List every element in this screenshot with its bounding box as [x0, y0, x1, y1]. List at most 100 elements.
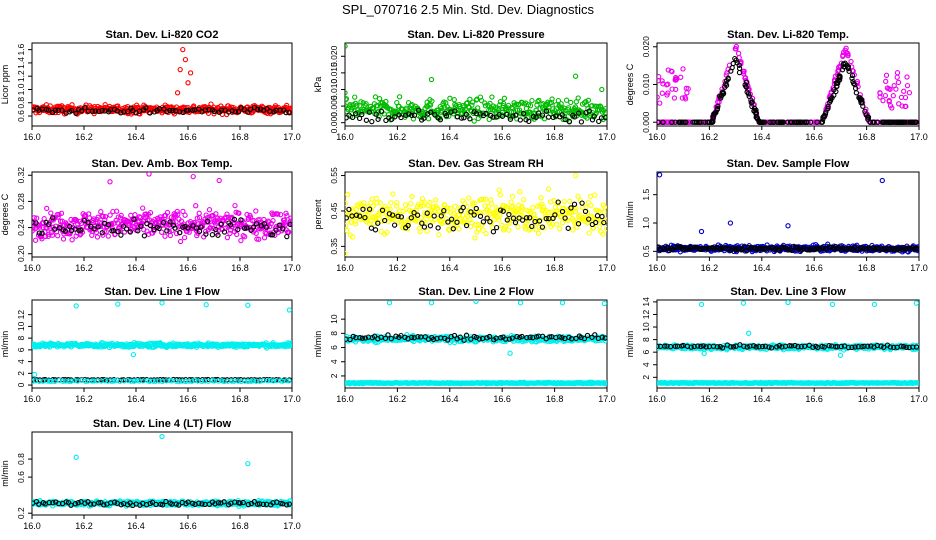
data-point — [164, 209, 171, 216]
data-point — [907, 119, 913, 125]
data-point — [530, 113, 537, 120]
y-tick-label: 12 — [16, 310, 26, 320]
plot-frame — [31, 42, 293, 127]
data-point — [369, 196, 375, 202]
data-point — [555, 199, 561, 205]
data-point — [586, 230, 592, 236]
data-point — [484, 215, 490, 221]
data-point — [263, 224, 269, 230]
data-point — [419, 220, 425, 226]
data-point — [156, 378, 162, 384]
data-point — [115, 301, 121, 307]
data-point — [164, 228, 170, 234]
data-point — [879, 177, 885, 184]
data-point — [416, 225, 423, 231]
data-point — [257, 106, 264, 112]
data-point — [59, 107, 65, 113]
data-point — [483, 230, 489, 237]
data-point — [529, 97, 535, 104]
data-point — [570, 227, 576, 233]
data-point — [704, 246, 710, 252]
data-point — [409, 334, 415, 341]
data-point — [390, 191, 396, 197]
data-point — [275, 211, 281, 217]
y-tick-label: 0.45 — [329, 202, 339, 219]
data-point — [473, 205, 479, 212]
data-point — [903, 103, 909, 110]
data-point — [660, 81, 666, 87]
data-point — [835, 77, 841, 83]
data-point — [238, 237, 244, 244]
data-point — [172, 225, 178, 231]
data-point — [517, 189, 523, 195]
data-point — [902, 94, 909, 101]
data-point — [690, 119, 696, 125]
data-point — [457, 334, 463, 340]
data-point — [366, 221, 373, 227]
data-point — [510, 203, 516, 209]
data-point — [137, 214, 144, 221]
data-point — [281, 217, 288, 223]
data-point — [111, 378, 117, 384]
data-point — [248, 378, 254, 384]
page-title: SPL_070716 2.5 Min. Std. Dev. Diagnostic… — [342, 2, 594, 17]
data-point — [827, 96, 834, 102]
x-tick-label: 17.0 — [910, 132, 928, 142]
data-point — [536, 218, 543, 224]
data-point — [190, 173, 196, 180]
data-point — [72, 216, 79, 223]
data-point — [402, 202, 409, 208]
data-point — [535, 110, 542, 116]
data-point — [393, 333, 399, 339]
chart-title: Stan. Dev. Li-820 Temp. — [727, 29, 849, 41]
data-point — [467, 96, 473, 102]
data-point — [39, 236, 45, 242]
y-tick-label: 2 — [329, 373, 339, 378]
data-point — [473, 222, 479, 228]
data-point — [362, 211, 368, 218]
data-point — [480, 196, 487, 203]
data-point — [769, 119, 775, 125]
x-tick-label: 16.2 — [75, 132, 93, 142]
data-point — [469, 102, 475, 108]
data-point — [138, 223, 144, 229]
data-point — [242, 234, 248, 240]
data-point — [457, 205, 464, 211]
data-points — [345, 172, 607, 257]
x-tick-label: 16.2 — [389, 263, 407, 273]
data-point — [427, 199, 433, 206]
data-point — [345, 200, 348, 207]
data-point — [32, 371, 38, 378]
data-point — [555, 97, 562, 104]
data-point — [196, 215, 203, 221]
data-point — [232, 226, 239, 232]
data-point — [196, 210, 202, 216]
data-point — [376, 96, 383, 102]
data-point — [32, 378, 35, 385]
data-point — [69, 237, 75, 243]
data-point — [887, 119, 893, 125]
data-point — [471, 212, 477, 218]
data-point — [415, 334, 421, 340]
data-point — [657, 94, 660, 100]
data-point — [424, 228, 430, 234]
data-point — [848, 58, 854, 65]
data-point — [288, 341, 292, 347]
data-point — [36, 107, 42, 113]
data-point — [109, 221, 115, 227]
data-point — [839, 67, 846, 73]
data-point — [180, 46, 186, 53]
x-tick-label: 16.4 — [753, 132, 771, 142]
data-point — [421, 224, 428, 230]
data-points — [657, 43, 919, 125]
data-point — [507, 350, 513, 356]
data-point — [573, 335, 579, 342]
y-tick-label: 2 — [16, 371, 26, 376]
data-point — [102, 214, 109, 220]
y-axis-label: kPa — [313, 77, 323, 93]
x-tick-label: 16.0 — [336, 394, 354, 404]
data-point — [507, 220, 513, 226]
data-point — [487, 211, 493, 217]
